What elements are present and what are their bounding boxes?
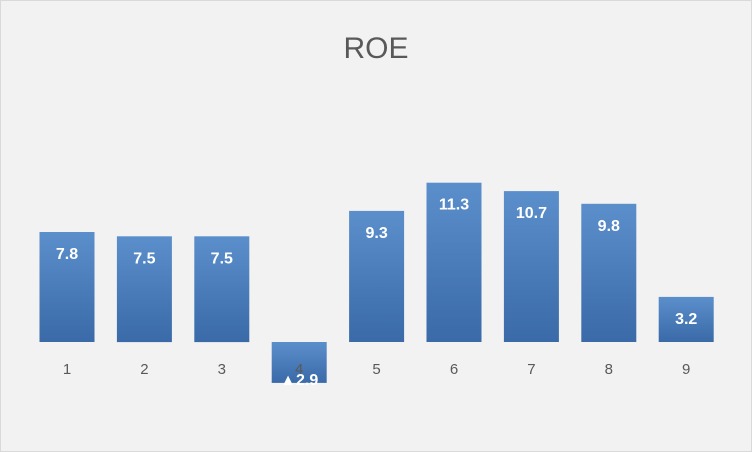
x-tick-label-5: 5 (372, 361, 380, 378)
bar-1 (39, 232, 95, 342)
data-label-1: 7.8 (56, 246, 78, 263)
bar-6 (426, 182, 482, 342)
x-tick-label-8: 8 (605, 361, 613, 378)
bar-group: 7.8 1 7.5 2 7.5 3 ▲2.94 9.3 5 11.3 6 10.7 7 9.8 8 3.2 9 (39, 182, 714, 389)
x-tick-label-3: 3 (218, 361, 226, 378)
x-tick-label-9: 9 (682, 361, 690, 378)
x-tick-label-4: 4 (295, 361, 303, 378)
data-label-9: 3.2 (675, 311, 697, 328)
data-label-3: 7.5 (211, 250, 233, 267)
data-label-2: 7.5 (133, 250, 155, 267)
data-label-7: 10.7 (516, 205, 547, 222)
x-tick-label-1: 1 (63, 361, 71, 378)
bar-7 (503, 191, 559, 342)
data-label-8: 9.8 (598, 218, 620, 235)
x-tick-label-6: 6 (450, 361, 458, 378)
bar-8 (581, 203, 637, 342)
x-tick-label-2: 2 (140, 361, 148, 378)
data-label-4: ▲2.9 (280, 372, 318, 389)
bar-5 (349, 210, 405, 342)
data-label-5: 9.3 (365, 225, 387, 242)
bar-4 (271, 342, 327, 383)
bar-3 (194, 236, 250, 343)
chart-title: ROE (343, 32, 408, 65)
x-tick-label-7: 7 (527, 361, 535, 378)
bar-9 (658, 296, 714, 342)
data-label-6: 11.3 (439, 197, 469, 214)
bar-2 (116, 236, 172, 343)
